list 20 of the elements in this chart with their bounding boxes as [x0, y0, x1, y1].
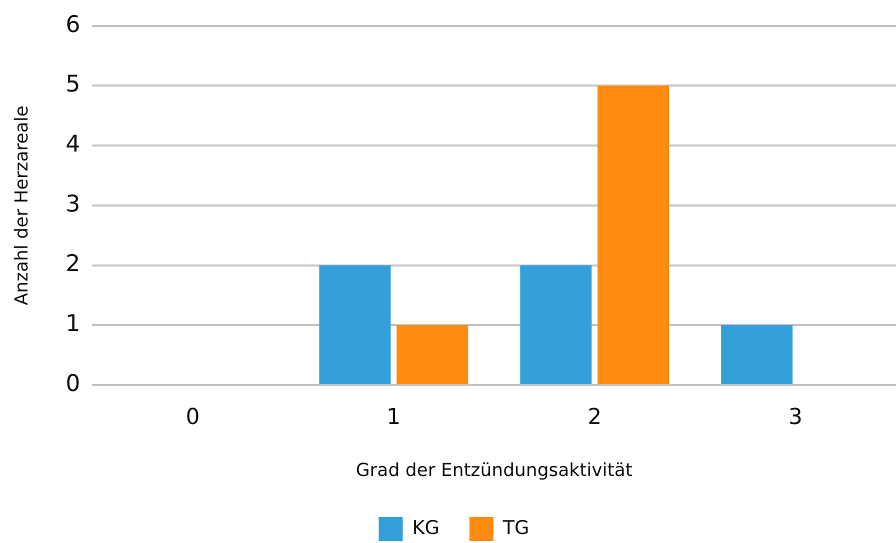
legend-label: TG — [502, 516, 530, 539]
y-tick-label: 0 — [66, 370, 80, 397]
legend-label: KG — [412, 516, 440, 539]
bar — [721, 325, 793, 384]
y-tick-label: 2 — [66, 251, 80, 278]
bar — [598, 86, 670, 384]
y-tick-label: 4 — [66, 132, 80, 158]
y-tick-label: 5 — [66, 72, 80, 98]
y-axis-title: Anzahl der Herzareale — [11, 106, 32, 306]
x-tick-label: 1 — [386, 404, 401, 430]
bar — [396, 325, 468, 384]
x-tick-label: 3 — [788, 404, 803, 430]
bar — [520, 265, 592, 384]
x-tick-label: 2 — [588, 404, 602, 430]
y-tick-label: 6 — [66, 12, 80, 38]
x-tick-label: 0 — [186, 404, 200, 430]
y-tick-label: 1 — [66, 311, 80, 338]
y-tick-label: 3 — [66, 191, 80, 218]
bar — [319, 265, 391, 384]
x-axis-title: Grad der Entzündungsaktivität — [356, 460, 632, 481]
